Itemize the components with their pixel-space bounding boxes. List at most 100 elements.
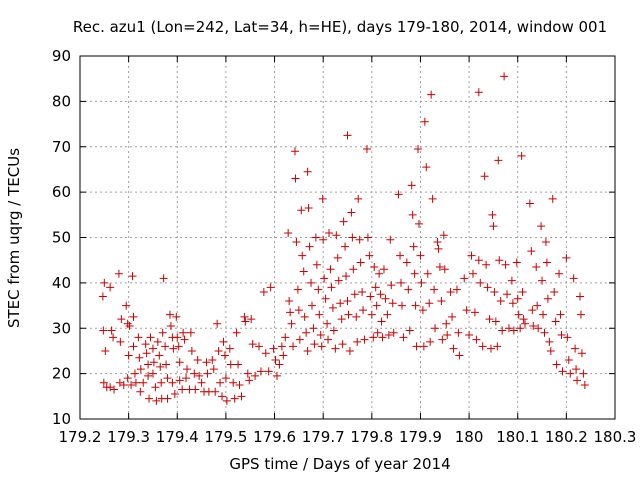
data-point bbox=[99, 378, 108, 387]
data-point bbox=[275, 360, 284, 369]
data-point bbox=[148, 369, 157, 378]
data-point bbox=[141, 340, 150, 349]
data-point bbox=[449, 344, 458, 353]
data-point bbox=[476, 278, 485, 287]
data-point bbox=[338, 340, 347, 349]
data-point bbox=[495, 256, 504, 265]
data-point bbox=[232, 328, 241, 337]
data-point bbox=[387, 281, 396, 290]
data-point bbox=[482, 260, 491, 269]
data-point bbox=[279, 351, 288, 360]
data-point bbox=[290, 147, 299, 156]
data-point bbox=[266, 283, 275, 292]
data-point bbox=[558, 367, 567, 376]
data-point bbox=[358, 287, 367, 296]
data-point bbox=[153, 337, 162, 346]
data-point bbox=[195, 371, 204, 380]
data-point bbox=[467, 251, 476, 260]
data-point bbox=[507, 276, 516, 285]
data-point bbox=[264, 367, 273, 376]
data-point bbox=[187, 346, 196, 355]
data-point bbox=[333, 253, 342, 262]
data-point bbox=[496, 297, 505, 306]
axis-ticks: 179.2 179.3 179.4 179.5 179.6 179.7 179.8 179.9… bbox=[52, 47, 637, 446]
data-point bbox=[372, 301, 381, 310]
data-point bbox=[503, 290, 512, 299]
data-point bbox=[331, 344, 340, 353]
data-point bbox=[284, 228, 293, 237]
data-point bbox=[480, 172, 489, 181]
data-point bbox=[569, 274, 578, 283]
data-point bbox=[329, 326, 338, 335]
data-point bbox=[438, 335, 447, 344]
data-point bbox=[178, 385, 187, 394]
data-point bbox=[318, 194, 327, 203]
data-point bbox=[218, 392, 227, 401]
data-point bbox=[563, 333, 572, 342]
data-point bbox=[414, 145, 423, 154]
data-point bbox=[514, 310, 523, 319]
data-point bbox=[353, 337, 362, 346]
data-point bbox=[159, 274, 168, 283]
data-point bbox=[519, 315, 528, 324]
data-points bbox=[98, 72, 589, 405]
x-tick-label: 179.8 bbox=[350, 428, 393, 446]
data-point bbox=[548, 194, 557, 203]
data-point bbox=[180, 335, 189, 344]
data-point bbox=[222, 396, 231, 405]
data-point bbox=[310, 340, 319, 349]
data-point bbox=[431, 324, 440, 333]
data-point bbox=[416, 251, 425, 260]
data-point bbox=[555, 269, 564, 278]
data-point bbox=[139, 378, 148, 387]
data-point bbox=[106, 283, 115, 292]
data-point bbox=[182, 374, 191, 383]
data-point bbox=[541, 238, 550, 247]
data-point bbox=[527, 247, 536, 256]
data-point bbox=[169, 344, 178, 353]
data-point bbox=[537, 222, 546, 231]
data-point bbox=[136, 365, 145, 374]
data-point bbox=[110, 385, 119, 394]
y-tick-label: 50 bbox=[52, 229, 71, 247]
data-point bbox=[247, 315, 256, 324]
data-point bbox=[98, 292, 107, 301]
data-point bbox=[303, 167, 312, 176]
data-point bbox=[551, 317, 560, 326]
data-point bbox=[156, 362, 165, 371]
data-point bbox=[295, 335, 304, 344]
data-point bbox=[326, 265, 335, 274]
data-point bbox=[460, 274, 469, 283]
data-point bbox=[443, 331, 452, 340]
data-point bbox=[367, 310, 376, 319]
data-point bbox=[286, 308, 295, 317]
x-tick-label: 179.2 bbox=[59, 428, 102, 446]
data-point bbox=[254, 342, 263, 351]
data-point bbox=[289, 342, 298, 351]
data-point bbox=[427, 90, 436, 99]
data-point bbox=[161, 342, 170, 351]
data-point bbox=[145, 394, 154, 403]
data-point bbox=[486, 344, 495, 353]
data-point bbox=[287, 319, 296, 328]
data-point bbox=[490, 287, 499, 296]
x-tick-label: 180.3 bbox=[594, 428, 637, 446]
data-point bbox=[455, 351, 464, 360]
data-point bbox=[539, 310, 548, 319]
y-tick-label: 30 bbox=[52, 319, 71, 337]
data-point bbox=[540, 328, 549, 337]
data-point bbox=[307, 301, 316, 310]
x-tick-label: 179.9 bbox=[399, 428, 442, 446]
data-point bbox=[439, 231, 448, 240]
data-point bbox=[163, 394, 172, 403]
data-point bbox=[397, 301, 406, 310]
y-tick-label: 70 bbox=[52, 138, 71, 156]
y-tick-label: 80 bbox=[52, 92, 71, 110]
data-point bbox=[546, 346, 555, 355]
data-point bbox=[116, 337, 125, 346]
data-point bbox=[375, 269, 384, 278]
data-point bbox=[533, 301, 542, 310]
data-point bbox=[272, 371, 281, 380]
data-point bbox=[501, 260, 510, 269]
x-tick-label: 180.2 bbox=[545, 428, 588, 446]
